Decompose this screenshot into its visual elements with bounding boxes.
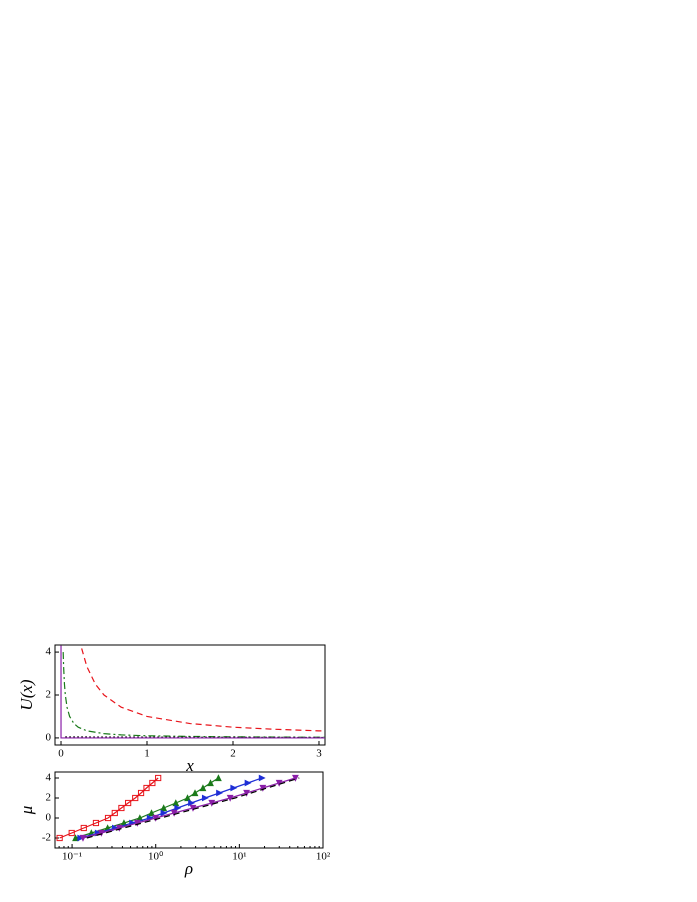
x-axis-label: x	[185, 756, 194, 775]
x-axis-label: ρ	[184, 859, 193, 878]
marker	[199, 784, 207, 792]
marker	[148, 809, 155, 817]
marker	[79, 834, 87, 842]
marker	[133, 819, 141, 827]
marker	[259, 784, 267, 792]
marker	[189, 804, 197, 812]
marker	[243, 789, 250, 797]
marker	[174, 804, 182, 812]
marker	[275, 779, 283, 787]
y-axis-label: μ	[17, 806, 36, 816]
marker	[155, 774, 162, 782]
y-tick-label: -2	[42, 832, 51, 844]
x-tick-label: 1	[144, 748, 150, 760]
series-line	[60, 645, 325, 739]
marker	[80, 824, 87, 832]
series-line	[81, 648, 325, 732]
marker	[72, 834, 79, 842]
marker	[191, 789, 199, 797]
series-line	[86, 777, 300, 839]
marker	[215, 774, 222, 782]
marker	[216, 789, 223, 797]
marker	[118, 804, 125, 812]
marker	[244, 779, 252, 787]
marker	[152, 814, 160, 822]
series-group	[56, 774, 300, 842]
marker	[68, 829, 75, 837]
marker	[160, 804, 168, 812]
marker	[137, 789, 145, 797]
y-tick-label: 4	[46, 772, 52, 784]
marker	[111, 809, 118, 817]
y-tick-label: 2	[46, 792, 52, 804]
x-tick-label: 10²	[316, 851, 331, 863]
x-tick-label: 10¹	[232, 851, 246, 863]
x-tick-label: 3	[316, 748, 322, 760]
marker	[160, 809, 168, 817]
marker	[201, 794, 209, 802]
y-tick-label: 0	[46, 731, 52, 743]
marker	[170, 809, 178, 817]
marker	[56, 834, 63, 842]
marker	[172, 799, 180, 807]
marker	[92, 819, 100, 827]
marker	[226, 794, 234, 802]
marker	[230, 784, 238, 792]
marker	[207, 779, 214, 787]
marker	[258, 774, 266, 782]
marker	[149, 779, 156, 787]
series-group	[60, 645, 325, 739]
marker	[292, 774, 299, 782]
series-line	[62, 652, 325, 738]
marker	[143, 784, 150, 792]
x-tick-label: 0	[58, 748, 64, 760]
marker	[208, 799, 216, 807]
marker	[104, 814, 112, 822]
plot-frame	[54, 771, 324, 849]
marker	[125, 799, 132, 807]
x-tick-label: 10⁰	[148, 851, 164, 863]
marker	[115, 824, 123, 832]
y-tick-label: 4	[46, 646, 52, 658]
x-tick-label: 10⁻¹	[62, 851, 82, 863]
y-axis-label: U(x)	[17, 679, 36, 710]
y-tick-label: 2	[46, 689, 52, 701]
marker	[132, 794, 139, 802]
x-tick-label: 2	[230, 748, 236, 760]
plot-frame	[54, 644, 326, 746]
marker	[184, 794, 191, 802]
series-line	[59, 777, 159, 839]
y-tick-label: 0	[46, 812, 52, 824]
marker	[97, 829, 105, 837]
marker	[188, 799, 195, 807]
